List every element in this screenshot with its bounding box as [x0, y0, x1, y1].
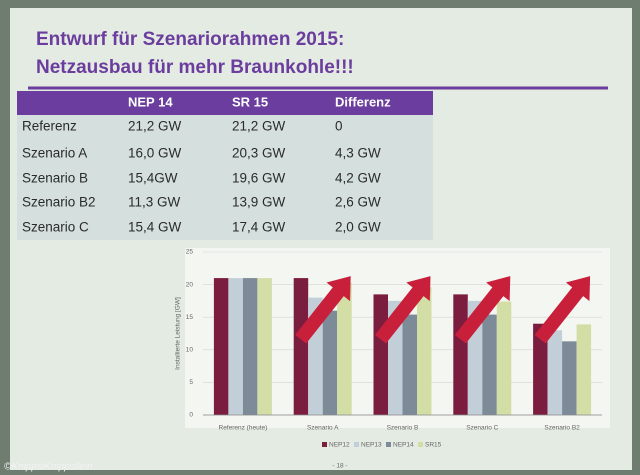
table-cell: 2,6 GW	[335, 195, 381, 210]
bar	[402, 314, 417, 415]
bar	[373, 294, 388, 415]
table-cell: 4,2 GW	[335, 171, 381, 186]
bar	[547, 330, 563, 415]
title-line: Entwurf für Szenariorahmen 2015:	[36, 29, 344, 50]
table-header-cell: SR 15	[232, 94, 268, 109]
bar	[213, 278, 229, 415]
table-header-cell: Differenz	[335, 94, 391, 109]
table-header-cell: NEP 14	[128, 94, 173, 109]
bar	[576, 324, 592, 415]
x-tick-label: Referenz (heute)	[219, 425, 268, 432]
x-tick-label: Szenario C	[466, 425, 498, 432]
table-cell: 21,2 GW	[128, 119, 182, 134]
table-cell: 17,4 GW	[232, 220, 286, 235]
table-cell: 11,3 GW	[128, 195, 181, 210]
table-cell: Szenario B2	[22, 195, 96, 210]
y-tick-label: 5	[189, 379, 193, 386]
table-cell: 4,3 GW	[335, 146, 381, 161]
y-tick-label: 25	[186, 249, 194, 256]
bar	[533, 323, 548, 415]
x-tick-label: Szenario B	[387, 425, 419, 432]
bar	[337, 282, 352, 415]
table-cell: Szenario C	[22, 220, 89, 235]
table-body	[17, 115, 433, 240]
bar	[417, 287, 432, 415]
bar	[482, 314, 497, 415]
bar	[228, 278, 243, 415]
legend-swatch	[418, 442, 423, 447]
bar	[562, 341, 577, 415]
bar	[322, 310, 338, 415]
arrow	[295, 276, 351, 344]
bar	[293, 278, 309, 415]
table-cell: 20,3 GW	[232, 146, 286, 161]
bar	[242, 278, 258, 415]
arrow	[534, 276, 591, 344]
legend-swatch	[386, 442, 391, 447]
x-tick-label: Szenario A	[307, 425, 339, 432]
legend-swatch	[354, 442, 359, 447]
y-tick-label: 15	[186, 314, 194, 321]
legend-label: NEP13	[361, 442, 382, 449]
table-header	[17, 91, 433, 115]
page-number: - 18 -	[332, 463, 347, 470]
table-cell: 16,0 GW	[128, 146, 182, 161]
table-cell: 0	[335, 119, 343, 134]
legend-label: NEP12	[329, 442, 350, 449]
legend-label: SR15	[425, 442, 442, 449]
y-tick-label: 20	[186, 281, 194, 288]
table-cell: Referenz	[22, 119, 77, 134]
arrow	[375, 276, 431, 344]
bar	[453, 294, 468, 415]
x-tick-label: Szenario B2	[544, 425, 580, 432]
bar	[257, 278, 272, 415]
arrow	[454, 276, 511, 344]
title-line: Netzausbau für mehr Braunkohle!!!	[36, 57, 354, 78]
watermark: ©KnippsiKnippsilein	[4, 462, 93, 473]
table-cell: 21,2 GW	[232, 119, 286, 134]
legend-label: NEP14	[393, 442, 414, 449]
y-tick-label: 10	[186, 347, 194, 354]
y-tick-label: 0	[189, 412, 193, 419]
table-cell: 15,4GW	[128, 171, 178, 186]
table-cell: Szenario A	[22, 146, 87, 161]
table-cell: 19,6 GW	[232, 171, 286, 186]
legend-swatch	[322, 442, 327, 447]
table-cell: 2,0 GW	[335, 220, 381, 235]
table-cell: 13,9 GW	[232, 195, 286, 210]
bar	[496, 301, 512, 415]
table-cell: Szenario B	[22, 171, 88, 186]
y-axis-label: Installierte Leistung [GW]	[175, 297, 182, 370]
table-cell: 15,4 GW	[128, 220, 182, 235]
